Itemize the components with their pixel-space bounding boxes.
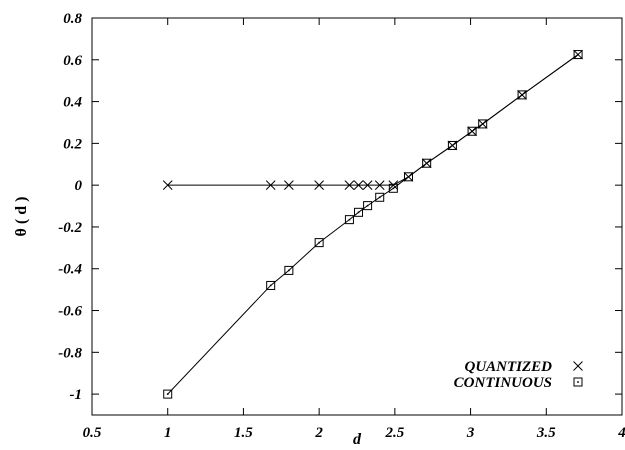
point-continuous: [388, 183, 398, 193]
legend-marker-continuous: [573, 377, 583, 387]
point-continuous: [375, 192, 385, 202]
legend: QUANTIZED CONTINUOUS: [454, 359, 583, 391]
x-tick-label: 0.5: [83, 425, 102, 441]
point-continuous: [163, 389, 173, 399]
point-quantized: [265, 180, 276, 191]
point-continuous: [467, 126, 477, 136]
x-axis-label: d: [353, 431, 362, 448]
x-tick-label: 2.5: [384, 425, 404, 441]
y-tick-label: 0.2: [63, 136, 82, 152]
point-quantized: [162, 180, 173, 191]
series-line-continuous: [167, 54, 579, 395]
series-line-quantized: [167, 54, 579, 186]
series-lines: [167, 54, 579, 395]
series-markers: [162, 49, 583, 399]
x-tick-label: 3.5: [536, 425, 556, 441]
point-continuous: [344, 215, 354, 225]
point-continuous: [284, 265, 294, 275]
y-tick-label: 0.6: [63, 53, 82, 69]
x-tick-label: 1: [164, 425, 172, 441]
y-tick-label: 0: [75, 178, 83, 194]
point-continuous: [447, 140, 457, 150]
point-continuous: [266, 280, 276, 290]
y-tick-label: 0.4: [63, 95, 82, 111]
x-tick-label: 4: [617, 425, 625, 441]
y-tick-label: -1: [70, 387, 83, 403]
point-continuous: [422, 158, 432, 168]
point-continuous: [403, 172, 413, 182]
y-tick-label: -0.4: [58, 262, 82, 278]
axis-ticks: 0.5 1 1.5 2 2.5 3 3.5 4 -1 -0.8 -0.6 -0.4 -0.2 0 0.2 0.…: [58, 11, 625, 441]
point-quantized: [374, 180, 385, 191]
point-continuous: [314, 238, 324, 248]
point-continuous: [573, 50, 583, 60]
point-continuous: [517, 90, 527, 100]
point-quantized: [353, 180, 364, 191]
point-quantized: [362, 180, 373, 191]
legend-label-quantized: QUANTIZED: [464, 359, 552, 375]
point-quantized: [344, 180, 355, 191]
point-quantized: [314, 180, 324, 191]
y-tick-label: 0.8: [63, 11, 82, 27]
plot-frame: [91, 17, 623, 416]
x-tick-label: 2: [314, 425, 323, 441]
x-tick-label: 1.5: [234, 425, 253, 441]
x-tick-label: 3: [466, 425, 475, 441]
y-tick-label: -0.8: [58, 345, 82, 361]
legend-label-continuous: CONTINUOUS: [454, 375, 552, 391]
y-tick-label: -0.2: [58, 220, 82, 236]
point-quantized: [388, 180, 399, 191]
point-continuous: [478, 119, 488, 129]
point-quantized: [284, 180, 294, 191]
y-tick-label: -0.6: [58, 304, 82, 320]
point-continuous: [354, 207, 364, 217]
y-axis-label: θ ( d ): [13, 197, 30, 237]
point-continuous: [363, 201, 373, 211]
legend-marker-quantized: [573, 361, 583, 371]
